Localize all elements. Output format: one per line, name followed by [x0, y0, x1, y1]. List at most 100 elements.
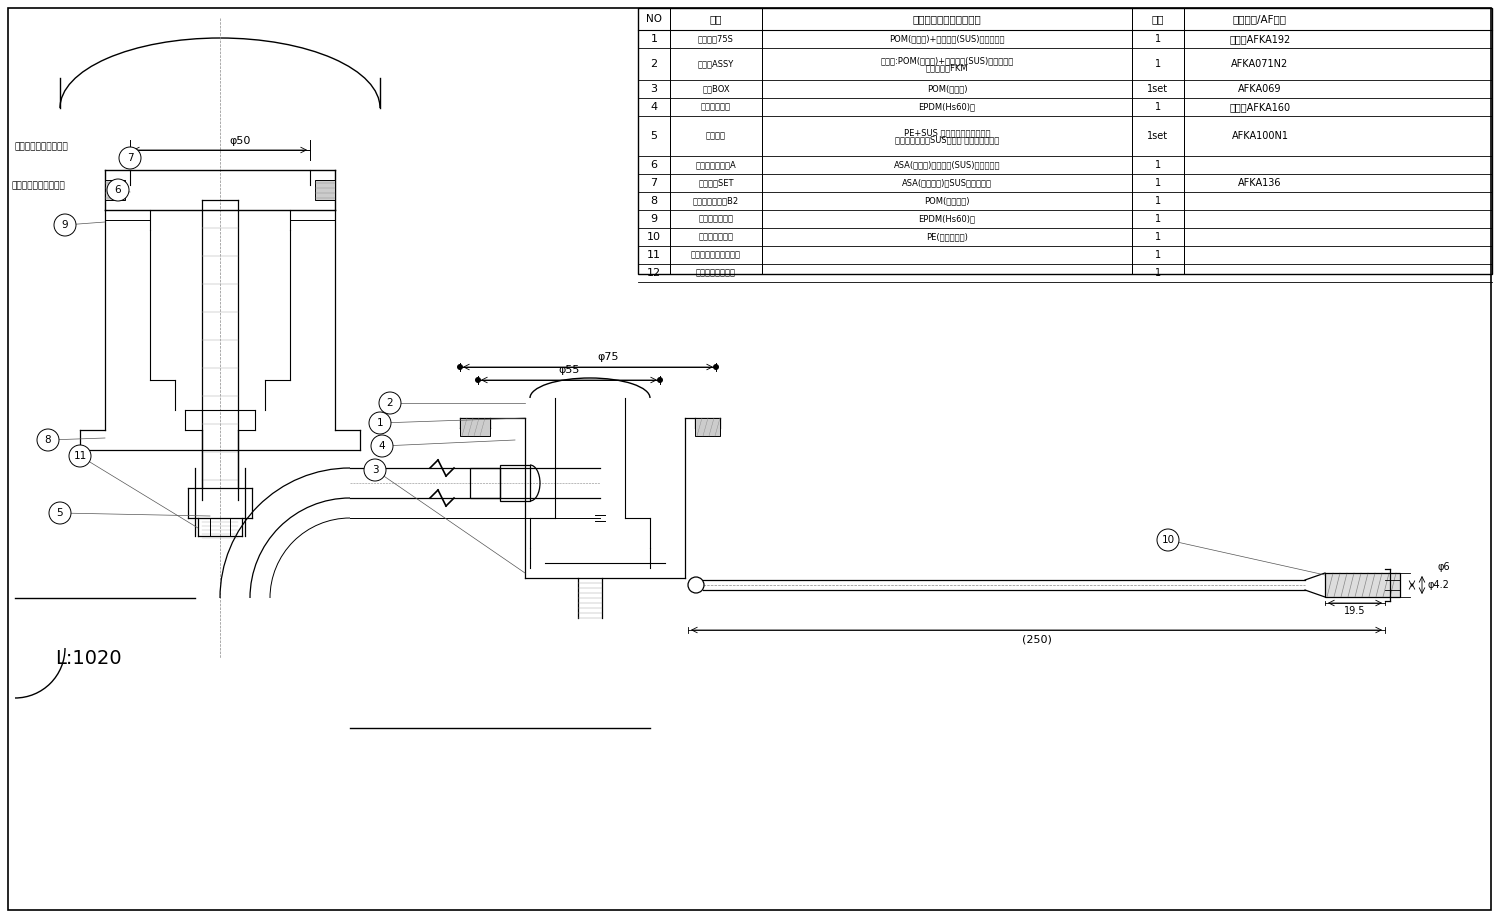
Text: 1: 1: [376, 418, 384, 428]
Bar: [696, 418, 720, 436]
Text: 数量: 数量: [1151, 14, 1165, 24]
Text: ストローク調整機構付: ストローク調整機構付: [12, 182, 66, 191]
Text: 1: 1: [1154, 214, 1162, 224]
Text: 1: 1: [1154, 268, 1162, 278]
Text: 1: 1: [1154, 34, 1162, 44]
Text: 1: 1: [1154, 160, 1162, 170]
Circle shape: [69, 445, 91, 467]
Text: ロックナンバーシール: ロックナンバーシール: [691, 251, 741, 260]
Text: 8: 8: [45, 435, 51, 445]
Text: 排水口金75S: 排水口金75S: [699, 35, 735, 43]
Text: 10: 10: [648, 232, 661, 242]
Text: ガイドパッキン: ガイドパッキン: [699, 215, 733, 223]
Text: 4: 4: [379, 441, 385, 451]
Text: 押ボタンガイドA: 押ボタンガイドA: [696, 161, 736, 170]
Text: POM(グリーン): POM(グリーン): [925, 196, 970, 206]
Text: 3: 3: [372, 465, 378, 475]
Text: 12: 12: [648, 268, 661, 278]
Bar: [501, 465, 531, 501]
Text: 2: 2: [387, 398, 393, 408]
Text: POM(グレー)+フランジ(SUS)インサート: POM(グレー)+フランジ(SUS)インサート: [889, 35, 1004, 43]
Text: 1set: 1set: [1147, 131, 1169, 141]
Text: 1: 1: [1154, 250, 1162, 260]
Circle shape: [714, 364, 720, 370]
Text: ツマミボタン: ツマミボタン: [702, 103, 732, 111]
Text: φ50: φ50: [229, 136, 250, 146]
Text: 1: 1: [651, 34, 658, 44]
Text: 7: 7: [651, 178, 658, 188]
Text: ASA(グリーン)，SUSインサート: ASA(グリーン)，SUSインサート: [902, 178, 992, 187]
Text: 1: 1: [1154, 232, 1162, 242]
Bar: [639, 8, 1492, 274]
Text: ASA(グレー)フランジ(SUS)インサート: ASA(グレー)フランジ(SUS)インサート: [893, 161, 1000, 170]
Text: 4: 4: [651, 102, 658, 112]
Circle shape: [475, 377, 481, 383]
Text: レリーズ挙入具: レリーズ挙入具: [699, 232, 733, 241]
Text: 押ボタンSET: 押ボタンSET: [699, 178, 733, 187]
Text: 塗工注意ちらし５: 塗工注意ちらし５: [696, 268, 736, 277]
Circle shape: [54, 214, 76, 236]
Text: 19.5: 19.5: [1345, 606, 1366, 616]
Text: 5: 5: [651, 131, 658, 141]
Circle shape: [688, 577, 705, 593]
Text: 屋構部:POM(グレー)+フランジ(SUS)インサート: 屋構部:POM(グレー)+フランジ(SUS)インサート: [880, 56, 1013, 65]
Text: 11: 11: [73, 451, 87, 461]
Text: 1: 1: [1154, 178, 1162, 188]
Circle shape: [364, 459, 387, 481]
Text: NO: NO: [646, 14, 663, 24]
Text: φ4.2: φ4.2: [1429, 580, 1450, 590]
Text: 屋構部ASSY: 屋構部ASSY: [699, 60, 735, 69]
Text: φ75: φ75: [597, 352, 619, 362]
Text: PE+SUS ストローク調整機構付: PE+SUS ストローク調整機構付: [904, 128, 991, 137]
Text: φ6: φ6: [1438, 562, 1451, 572]
Circle shape: [1157, 529, 1180, 551]
Text: φ55: φ55: [558, 365, 580, 375]
Text: 9: 9: [651, 214, 658, 224]
Text: AFKA071N2: AFKA071N2: [1231, 59, 1289, 69]
Bar: [471, 468, 501, 498]
Text: 1set: 1set: [1147, 84, 1169, 94]
Text: 仕様・材質（グレード）: 仕様・材質（グレード）: [913, 14, 982, 24]
Circle shape: [37, 429, 58, 451]
Text: (250): (250): [1021, 635, 1051, 645]
Text: AFKA100N1: AFKA100N1: [1232, 131, 1289, 141]
Text: パッキン：FKM: パッキン：FKM: [926, 63, 968, 72]
Bar: [315, 180, 334, 200]
Circle shape: [118, 147, 141, 169]
Text: 2: 2: [651, 59, 658, 69]
Circle shape: [370, 435, 393, 457]
Text: 品番：AFKA192: 品番：AFKA192: [1229, 34, 1291, 44]
Circle shape: [106, 179, 129, 201]
Text: L:1020: L:1020: [55, 648, 121, 667]
Text: PE(ナチュラル): PE(ナチュラル): [926, 232, 968, 241]
Text: POM(グレー): POM(グレー): [926, 84, 967, 94]
Text: 9: 9: [61, 220, 69, 230]
Text: 11: 11: [648, 250, 661, 260]
Text: 10: 10: [1162, 535, 1175, 545]
Text: AFKA069: AFKA069: [1238, 84, 1282, 94]
Text: 5: 5: [57, 508, 63, 518]
Circle shape: [369, 412, 391, 434]
Text: 7: 7: [127, 153, 133, 163]
Circle shape: [379, 392, 402, 414]
Bar: [105, 180, 124, 200]
Bar: [1325, 573, 1400, 597]
Text: 特記事項/AF品番: 特記事項/AF品番: [1234, 14, 1288, 24]
Text: ストローク調整機構付: ストローク調整機構付: [15, 142, 69, 151]
Circle shape: [49, 502, 70, 524]
Text: 品番：AFKA160: 品番：AFKA160: [1229, 102, 1291, 112]
Text: EPDM(Hs60)黒: EPDM(Hs60)黒: [919, 103, 976, 111]
Circle shape: [457, 364, 463, 370]
Text: 6: 6: [115, 185, 121, 195]
Text: 名称: 名称: [709, 14, 723, 24]
Text: アウターチューSUS組入り ゴムブッシュ付: アウターチューSUS組入り ゴムブッシュ付: [895, 135, 1000, 144]
Text: 押ボタンガイドB2: 押ボタンガイドB2: [693, 196, 739, 206]
Text: ノズBOX: ノズBOX: [702, 84, 730, 94]
Text: 3: 3: [651, 84, 658, 94]
Text: 1: 1: [1154, 59, 1162, 69]
Text: AFKA136: AFKA136: [1238, 178, 1282, 188]
Text: 1: 1: [1154, 102, 1162, 112]
Bar: [460, 418, 490, 436]
Text: 8: 8: [651, 196, 658, 206]
Circle shape: [657, 377, 663, 383]
